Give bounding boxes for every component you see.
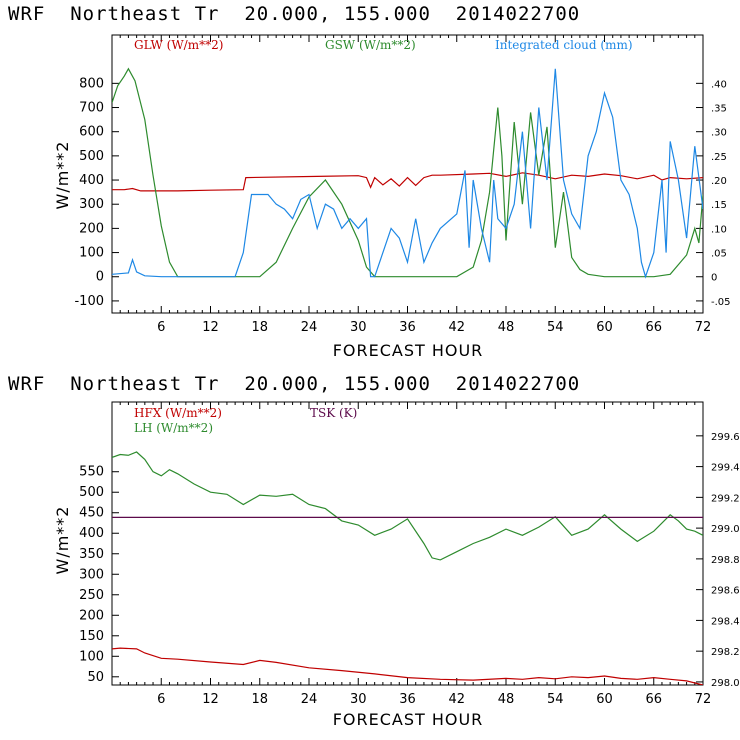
chart-1-y-axis-label: W/m**2 [53,141,72,210]
x-tick-label: 36 [399,692,416,707]
series-hfx-line [112,647,703,685]
x-tick-label: 48 [498,320,515,335]
x-tick-label: 6 [157,320,165,335]
y2-tick-label: 299.6 [711,432,740,443]
y-tick-label: 100 [79,649,104,664]
y-tick-label: 700 [79,101,104,116]
y-tick-label: 500 [79,149,104,164]
x-tick-label: 24 [301,320,318,335]
chart-2-plot-frame [111,401,704,686]
y2-tick-label: 298.0 [711,678,740,689]
y-tick-label: 300 [79,567,104,582]
x-tick-label: 72 [695,320,712,335]
chart-2-legend-hfx: HFX (W/m**2) [134,406,222,420]
y2-tick-label: 299.0 [711,524,740,535]
y2-tick-label: .15 [711,200,727,211]
chart-2-legend-tsk: TSK (K) [310,406,357,420]
y2-tick-label: 0 [711,273,717,284]
y2-tick-label: 298.8 [711,555,740,566]
y-tick-label: 350 [79,547,104,562]
x-tick-label: 24 [301,692,318,707]
y-tick-label: 300 [79,197,104,212]
x-tick-label: 66 [645,320,662,335]
y2-tick-label: 298.4 [711,616,740,627]
x-tick-label: 42 [448,692,465,707]
y-tick-label: 200 [79,608,104,623]
chart-1-x-axis-label: FORECAST HOUR [333,341,484,360]
y2-tick-label: .20 [711,176,727,187]
x-tick-label: 6 [157,692,165,707]
chart-2-title: WRF Northeast Tr 20.000, 155.000 2014022… [8,373,580,395]
x-tick-label: 60 [596,320,613,335]
y2-tick-label: .40 [711,79,727,90]
chart-2-y-axis-label: W/m**2 [53,506,72,575]
chart-2-legend-lh: LH (W/m**2) [134,421,213,435]
y2-tick-label: .35 [711,104,727,115]
x-tick-label: 42 [448,320,465,335]
y2-tick-label: 298.6 [711,586,740,597]
y2-tick-label: 299.4 [711,463,740,474]
y2-tick-label: .25 [711,152,727,163]
x-tick-label: 54 [547,692,564,707]
y-tick-label: 600 [79,125,104,140]
y2-tick-label: .05 [711,249,727,260]
x-tick-label: 12 [202,692,219,707]
x-tick-label: 36 [399,320,416,335]
series-gsw-line [112,67,703,278]
x-tick-label: 18 [251,320,268,335]
y-tick-label: 0 [96,270,104,285]
y-tick-label: 800 [79,76,104,91]
y-tick-label: 250 [79,588,104,603]
chart-1-legend-cloud: Integrated cloud (mm) [495,38,633,52]
y-tick-label: 400 [79,526,104,541]
series-glw-line [112,172,703,192]
series-integrated-line [112,68,703,279]
y-tick-label: -100 [74,294,104,309]
x-tick-label: 54 [547,320,564,335]
chart-1-title: WRF Northeast Tr 20.000, 155.000 2014022… [8,3,580,25]
y-tick-label: 550 [79,465,104,480]
y2-tick-label: .10 [711,224,727,235]
y-tick-label: 100 [79,246,104,261]
y2-tick-label: .30 [711,128,727,139]
x-tick-label: 30 [350,692,367,707]
y2-tick-label: -.05 [711,297,731,308]
y2-tick-label: 299.2 [711,493,740,504]
x-tick-label: 60 [596,692,613,707]
y-tick-label: 450 [79,506,104,521]
chart-1-plot-frame [111,34,704,314]
x-tick-label: 48 [498,692,515,707]
y-tick-label: 400 [79,173,104,188]
x-tick-label: 72 [695,692,712,707]
x-tick-label: 12 [202,320,219,335]
x-tick-label: 18 [251,692,268,707]
x-tick-label: 30 [350,320,367,335]
x-tick-label: 66 [645,692,662,707]
chart-2-x-axis-label: FORECAST HOUR [333,710,484,729]
y2-tick-label: 298.2 [711,647,740,658]
y-tick-label: 150 [79,629,104,644]
y-tick-label: 200 [79,221,104,236]
chart-1-legend-glw: GLW (W/m**2) [134,38,223,52]
series-lh-line [112,451,703,561]
y-tick-label: 500 [79,485,104,500]
chart-1-legend-gsw: GSW (W/m**2) [325,38,416,52]
y-tick-label: 50 [87,670,104,685]
